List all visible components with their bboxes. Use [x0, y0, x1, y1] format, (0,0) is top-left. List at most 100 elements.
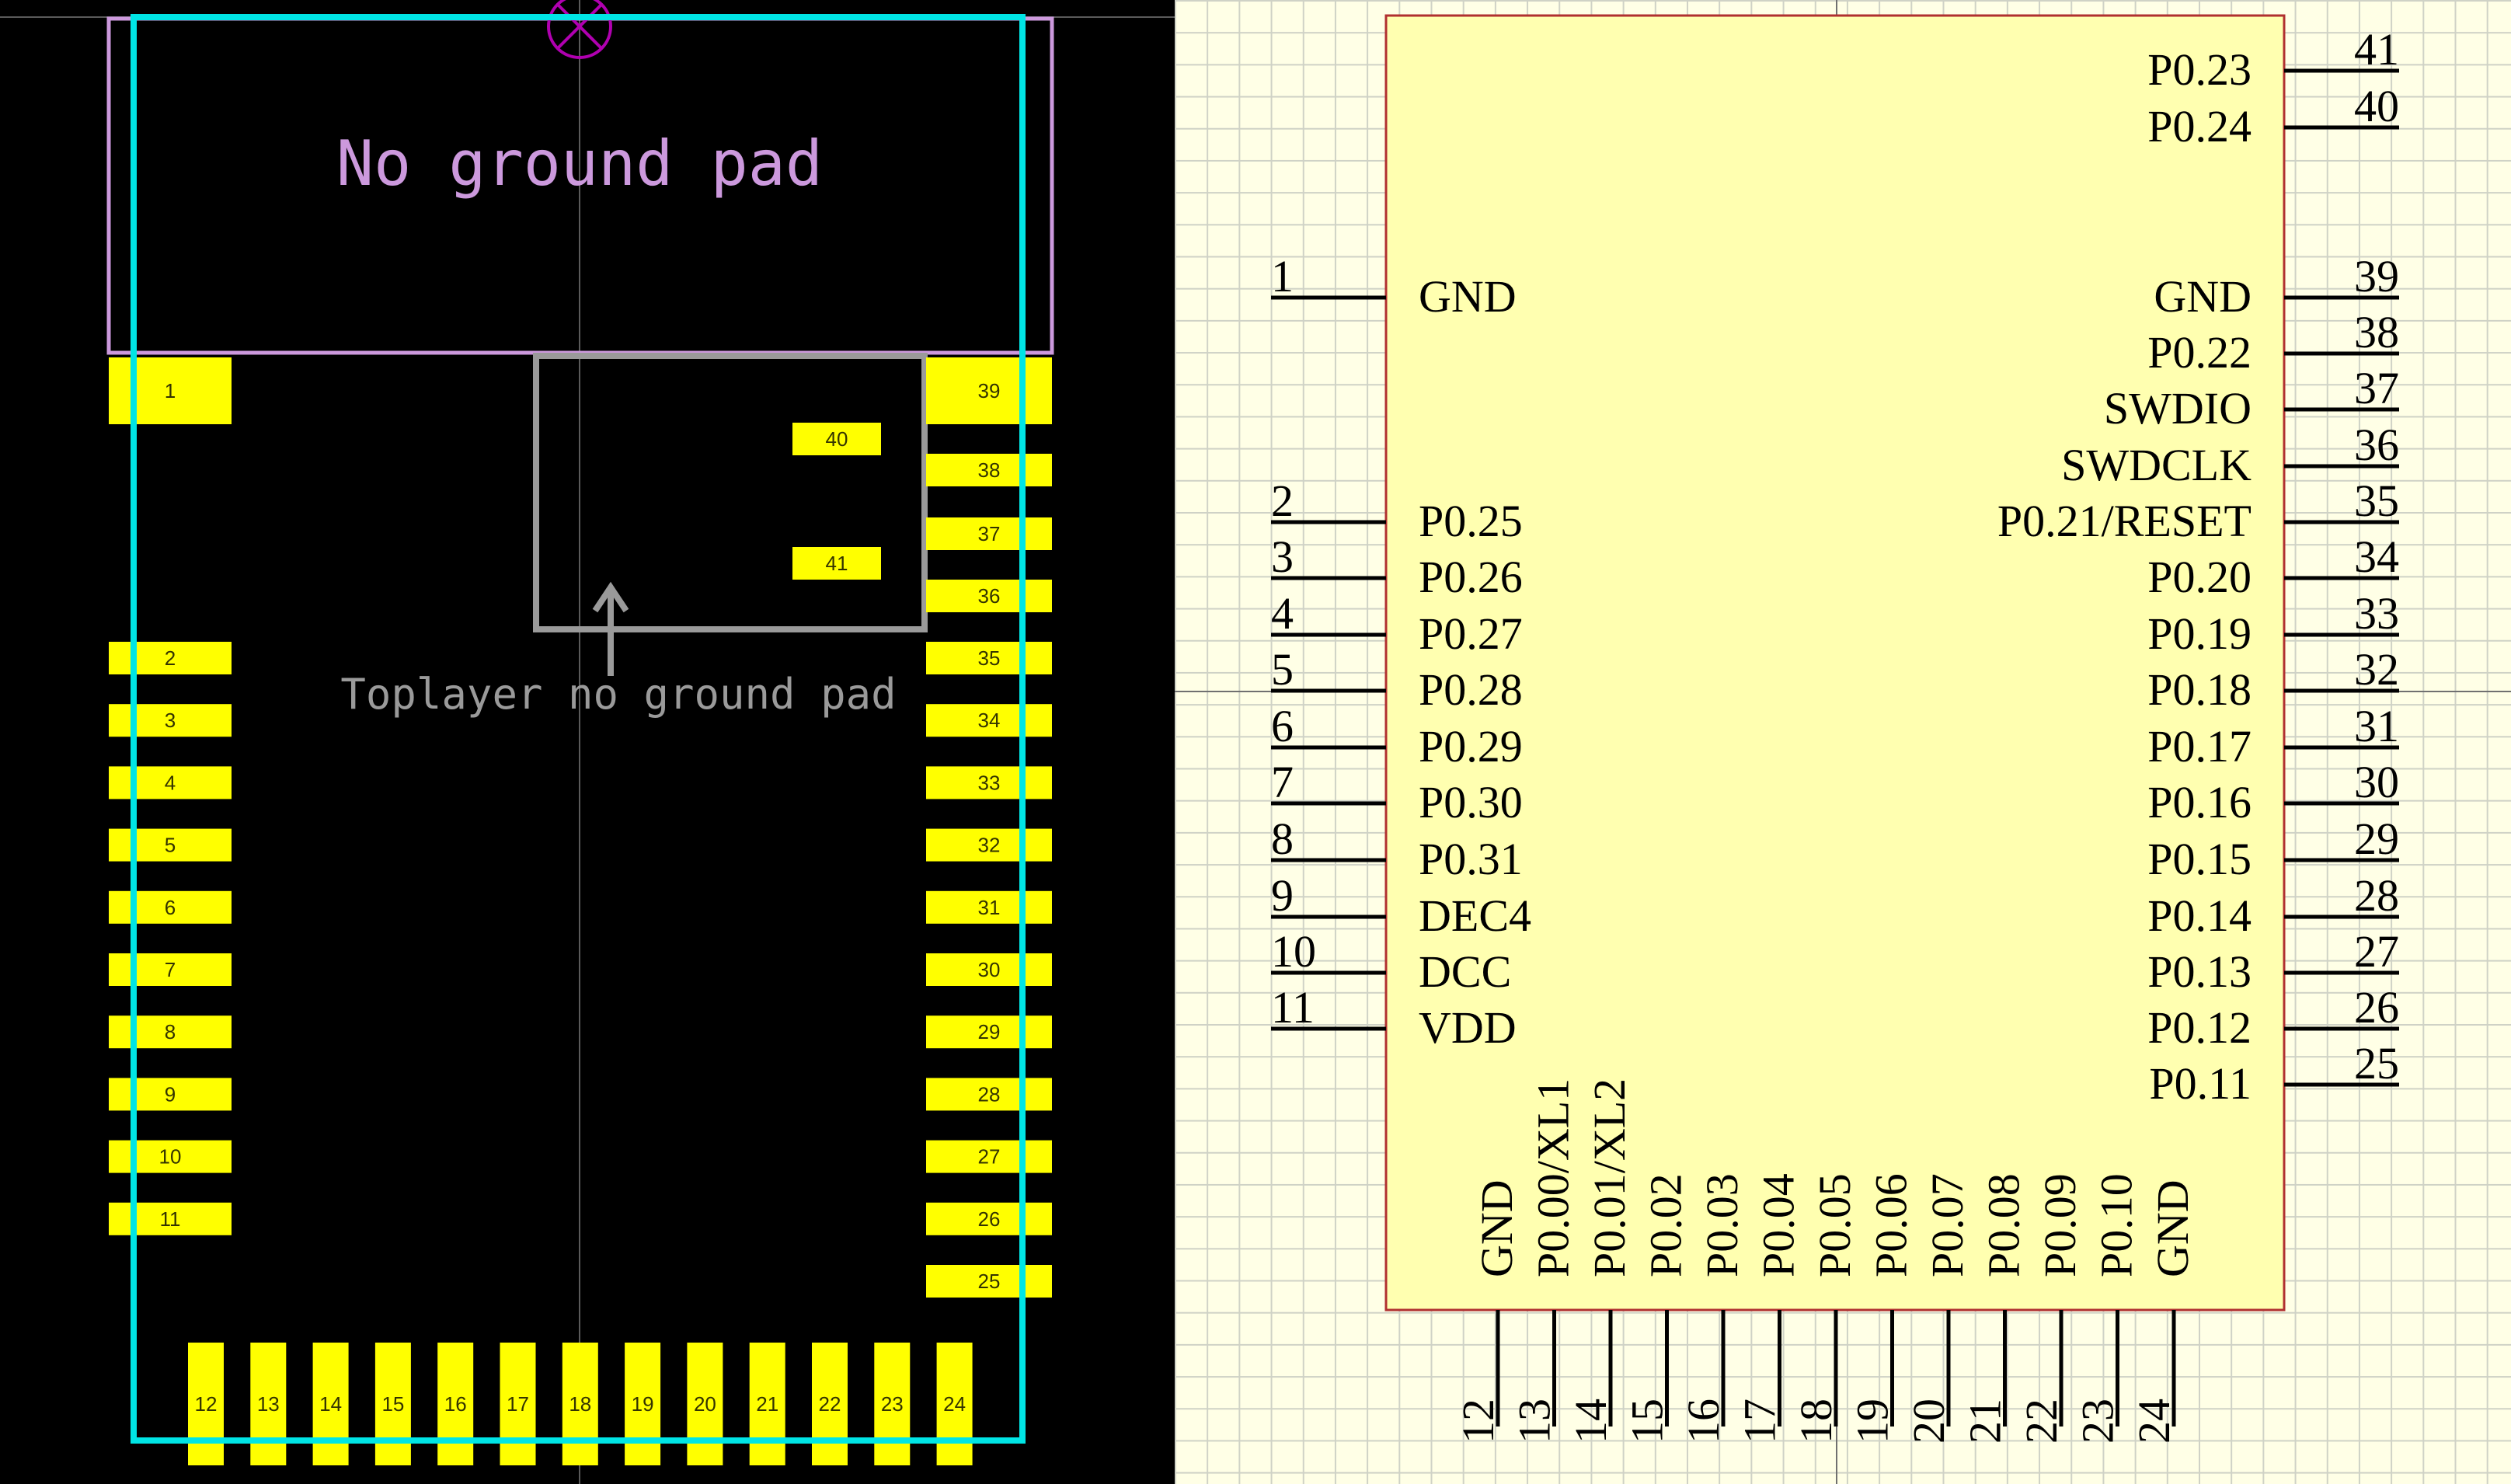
pad-11: 11	[109, 1202, 232, 1235]
pin-number: 27	[2354, 926, 2399, 977]
pin-name: P0.25	[1419, 496, 1523, 546]
pad-8: 8	[109, 1015, 232, 1049]
pin-name: GND	[2147, 1179, 2198, 1277]
pin-name: VDD	[1419, 1002, 1517, 1053]
pad-number: 1	[165, 379, 176, 402]
pad-number: 10	[159, 1145, 182, 1169]
pin-39: 39 GND	[2154, 251, 2399, 322]
pad-20: 20	[687, 1343, 723, 1465]
pin-17: P0.04 17	[1735, 1173, 1804, 1444]
pin-name: P0.08	[1979, 1173, 2029, 1277]
pin-name: P0.21/RESET	[1997, 496, 2252, 546]
pin-number: 30	[2354, 757, 2399, 807]
pad-22: 22	[812, 1343, 848, 1465]
pin-6: 6 P0.29	[1271, 701, 1523, 772]
pin-24: GND 24	[2129, 1179, 2198, 1444]
pad-number: 8	[165, 1020, 176, 1043]
pad-number: 33	[978, 771, 1001, 794]
pin-name: P0.28	[1419, 664, 1523, 715]
pad-number: 34	[978, 709, 1001, 732]
pin-number: 15	[1622, 1399, 1673, 1444]
pin-name: DEC4	[1419, 890, 1531, 941]
pad-number: 20	[694, 1392, 716, 1416]
pad-28: 28	[926, 1078, 1052, 1111]
pin-10: 10 DCC	[1271, 926, 1511, 997]
pin-name: P0.16	[2147, 777, 2252, 827]
pin-name: P0.27	[1419, 608, 1523, 659]
pin-26: 26 P0.12	[2147, 982, 2399, 1053]
pin-number: 10	[1271, 926, 1316, 977]
pin-number: 3	[1271, 531, 1294, 582]
pin-name: P0.11	[2149, 1058, 2252, 1109]
pad-number: 11	[160, 1207, 181, 1231]
pin-name: P0.17	[2147, 721, 2252, 772]
pin-name: P0.29	[1419, 721, 1523, 772]
pin-3: 3 P0.26	[1271, 531, 1523, 602]
pad-number: 40	[826, 427, 848, 451]
pin-number: 13	[1510, 1399, 1560, 1444]
pad-number: 29	[978, 1020, 1001, 1043]
pin-name: P0.10	[2091, 1173, 2142, 1277]
pad-number: 18	[569, 1392, 591, 1416]
pin-23: P0.10 23	[2073, 1173, 2142, 1444]
pad-number: 22	[819, 1392, 841, 1416]
schematic-symbol-view: 1 GND 2 P0.25 3 P0.26 4 P0.27 5 P0.28 6 P0.29 7 P0.30…	[1175, 0, 2511, 1484]
pin-33: 33 P0.19	[2147, 588, 2399, 659]
toplayer-label: Toplayer no ground pad	[340, 670, 896, 719]
pin-number: 19	[1848, 1399, 1898, 1444]
pin-name: P0.18	[2147, 664, 2252, 715]
pin-number: 31	[2354, 701, 2399, 751]
pin-number: 35	[2354, 476, 2399, 526]
pad-17: 17	[500, 1343, 536, 1465]
pin-30: 30 P0.16	[2147, 757, 2399, 827]
pin-number: 26	[2354, 982, 2399, 1033]
pad-number: 16	[444, 1392, 467, 1416]
pin-number: 38	[2354, 307, 2399, 357]
pin-name: P0.30	[1419, 777, 1523, 827]
pin-15: P0.02 15	[1622, 1173, 1691, 1444]
pin-29: 29 P0.15	[2147, 813, 2399, 884]
pad-15: 15	[374, 1343, 411, 1465]
pin-number: 14	[1565, 1399, 1616, 1444]
pin-name: GND	[1419, 271, 1517, 322]
pin-name: P0.15	[2147, 834, 2252, 884]
pin-name: P0.20	[2147, 552, 2252, 602]
pad-13: 13	[250, 1343, 287, 1465]
pin-4: 4 P0.27	[1271, 588, 1523, 659]
pin-number: 41	[2354, 24, 2399, 75]
pin-number: 18	[1791, 1399, 1841, 1444]
pin-18: P0.05 18	[1791, 1173, 1860, 1444]
pin-name: P0.12	[2147, 1002, 2252, 1053]
pin-1: 1 GND	[1271, 251, 1517, 322]
pin-number: 17	[1735, 1399, 1785, 1444]
pin-number: 22	[2016, 1399, 2067, 1444]
pad-27: 27	[926, 1140, 1052, 1173]
pin-12: GND 12	[1453, 1179, 1522, 1444]
pad-number: 21	[756, 1392, 778, 1416]
pin-34: 34 P0.20	[2147, 531, 2399, 602]
pin-name: P0.22	[2147, 327, 2252, 378]
pad-30: 30	[926, 953, 1052, 986]
pin-8: 8 P0.31	[1271, 813, 1523, 884]
pad-21: 21	[749, 1343, 785, 1465]
pin-14: P0.01/XL2 14	[1565, 1078, 1635, 1444]
pin-number: 36	[2354, 420, 2399, 470]
pin-name: GND	[2154, 271, 2252, 322]
pin-name: GND	[1471, 1179, 1522, 1277]
no-ground-pad-label: No ground pad	[336, 127, 823, 200]
pad-number: 30	[978, 958, 1001, 981]
pad-36: 36	[926, 580, 1052, 612]
pad-3: 3	[109, 704, 232, 737]
pin-number: 23	[2073, 1399, 2123, 1444]
pad-number: 25	[978, 1270, 1001, 1293]
pin-number: 12	[1453, 1399, 1503, 1444]
pad-number: 32	[978, 834, 1001, 857]
toplayer-keepout-region	[533, 353, 928, 632]
pad-29: 29	[926, 1015, 1052, 1049]
pin-22: P0.09 22	[2016, 1173, 2085, 1444]
pin-number: 16	[1678, 1399, 1729, 1444]
pad-35: 35	[926, 642, 1052, 674]
pin-number: 29	[2354, 813, 2399, 864]
pin-name: P0.02	[1641, 1173, 1691, 1277]
